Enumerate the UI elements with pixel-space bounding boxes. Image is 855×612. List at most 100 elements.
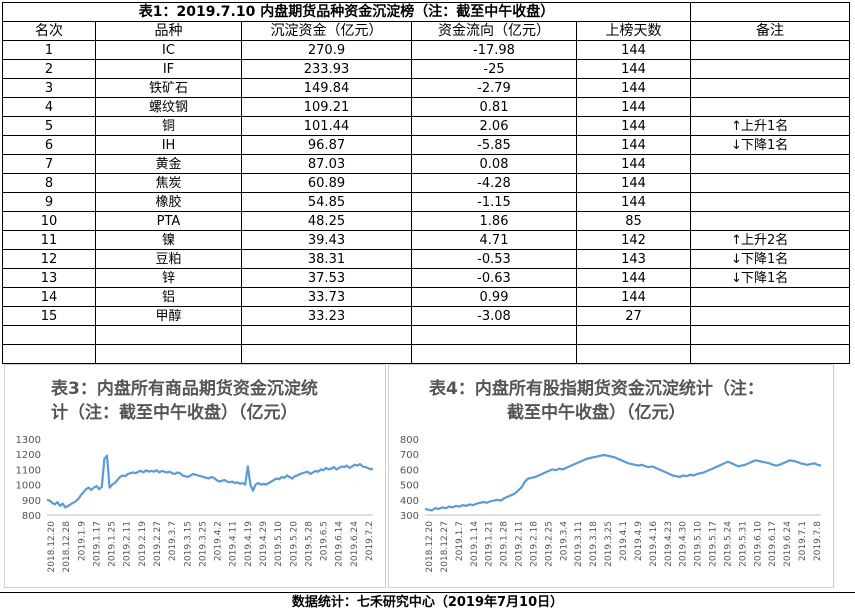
fund-cell[interactable]: 101.44 (241, 116, 412, 136)
name-cell[interactable]: PTA (95, 211, 242, 231)
rank-cell[interactable]: 6 (2, 135, 96, 155)
fund-cell[interactable]: 87.03 (241, 154, 412, 174)
blank-cell[interactable] (95, 344, 242, 364)
rank-cell[interactable]: 3 (2, 78, 96, 98)
name-cell[interactable]: 黄金 (95, 154, 242, 174)
rank-cell[interactable]: 10 (2, 211, 96, 231)
fund-cell[interactable]: 48.25 (241, 211, 412, 231)
rank-cell[interactable]: 15 (2, 306, 96, 326)
name-cell[interactable]: 橡胶 (95, 192, 242, 212)
commodity-chart-panel[interactable]: 表3：内盘所有商品期货资金沉淀统 计（注：截至中午收盘）（亿元） 800 900 1… (4, 364, 386, 588)
blank-cell[interactable] (411, 344, 577, 364)
days-cell[interactable]: 144 (576, 78, 691, 98)
flow-cell[interactable]: -1.15 (411, 192, 577, 212)
fund-cell[interactable]: 233.93 (241, 59, 412, 79)
fund-cell[interactable]: 270.9 (241, 40, 412, 60)
name-cell[interactable]: 豆粕 (95, 249, 242, 269)
name-cell[interactable]: 焦炭 (95, 173, 242, 193)
fund-cell[interactable]: 39.43 (241, 230, 412, 250)
rank-cell[interactable]: 14 (2, 287, 96, 307)
note-cell[interactable] (690, 287, 850, 307)
days-cell[interactable]: 144 (576, 287, 691, 307)
fund-cell[interactable]: 37.53 (241, 268, 412, 288)
fund-cell[interactable]: 96.87 (241, 135, 412, 155)
days-cell[interactable]: 144 (576, 59, 691, 79)
note-cell[interactable]: ↑上升2名 (690, 230, 850, 250)
blank-cell[interactable] (95, 325, 242, 345)
flow-cell[interactable]: 2.06 (411, 116, 577, 136)
fund-cell[interactable]: 149.84 (241, 78, 412, 98)
note-cell[interactable]: ↑上升1名 (690, 116, 850, 136)
flow-cell[interactable]: -5.85 (411, 135, 577, 155)
note-cell[interactable]: ↓下降1名 (690, 268, 850, 288)
flow-cell[interactable]: -17.98 (411, 40, 577, 60)
name-cell[interactable]: 螺纹钢 (95, 97, 242, 117)
index-chart-panel[interactable]: 表4：内盘所有股指期货资金沉淀统计（注： 截至中午收盘）（亿元） 300 400 5… (388, 364, 834, 588)
title-blank-cell[interactable] (690, 2, 850, 22)
days-cell[interactable]: 144 (576, 116, 691, 136)
blank-cell[interactable] (241, 344, 412, 364)
fund-cell[interactable]: 33.73 (241, 287, 412, 307)
days-cell[interactable]: 144 (576, 135, 691, 155)
fund-cell[interactable]: 33.23 (241, 306, 412, 326)
flow-cell[interactable]: -25 (411, 59, 577, 79)
name-cell[interactable]: 铜 (95, 116, 242, 136)
blank-cell[interactable] (241, 325, 412, 345)
note-cell[interactable] (690, 78, 850, 98)
note-cell[interactable] (690, 173, 850, 193)
note-cell[interactable]: ↓下降1名 (690, 135, 850, 155)
rank-cell[interactable]: 4 (2, 97, 96, 117)
rank-cell[interactable]: 12 (2, 249, 96, 269)
fund-cell[interactable]: 54.85 (241, 192, 412, 212)
blank-cell[interactable] (2, 344, 96, 364)
days-cell[interactable]: 142 (576, 230, 691, 250)
note-cell[interactable]: ↓下降1名 (690, 249, 850, 269)
flow-cell[interactable]: -3.08 (411, 306, 577, 326)
fund-cell[interactable]: 109.21 (241, 97, 412, 117)
flow-cell[interactable]: 1.86 (411, 211, 577, 231)
flow-cell[interactable]: -0.53 (411, 249, 577, 269)
flow-cell[interactable]: 4.71 (411, 230, 577, 250)
note-cell[interactable] (690, 192, 850, 212)
name-cell[interactable]: 甲醇 (95, 306, 242, 326)
days-cell[interactable]: 144 (576, 40, 691, 60)
days-cell[interactable]: 144 (576, 173, 691, 193)
rank-cell[interactable]: 1 (2, 40, 96, 60)
blank-cell[interactable] (690, 344, 850, 364)
name-cell[interactable]: IF (95, 59, 242, 79)
blank-cell[interactable] (576, 344, 691, 364)
name-cell[interactable]: 铝 (95, 287, 242, 307)
days-cell[interactable]: 27 (576, 306, 691, 326)
name-cell[interactable]: 锌 (95, 268, 242, 288)
blank-cell[interactable] (690, 325, 850, 345)
flow-cell[interactable]: -0.63 (411, 268, 577, 288)
blank-cell[interactable] (411, 325, 577, 345)
flow-cell[interactable]: 0.99 (411, 287, 577, 307)
days-cell[interactable]: 144 (576, 97, 691, 117)
rank-cell[interactable]: 8 (2, 173, 96, 193)
name-cell[interactable]: 镍 (95, 230, 242, 250)
days-cell[interactable]: 144 (576, 154, 691, 174)
note-cell[interactable] (690, 211, 850, 231)
flow-cell[interactable]: -2.79 (411, 78, 577, 98)
rank-cell[interactable]: 2 (2, 59, 96, 79)
rank-cell[interactable]: 13 (2, 268, 96, 288)
note-cell[interactable] (690, 97, 850, 117)
rank-cell[interactable]: 9 (2, 192, 96, 212)
note-cell[interactable] (690, 59, 850, 79)
days-cell[interactable]: 144 (576, 192, 691, 212)
flow-cell[interactable]: -4.28 (411, 173, 577, 193)
blank-cell[interactable] (576, 325, 691, 345)
name-cell[interactable]: IH (95, 135, 242, 155)
flow-cell[interactable]: 0.08 (411, 154, 577, 174)
flow-cell[interactable]: 0.81 (411, 97, 577, 117)
fund-cell[interactable]: 60.89 (241, 173, 412, 193)
rank-cell[interactable]: 11 (2, 230, 96, 250)
fund-cell[interactable]: 38.31 (241, 249, 412, 269)
rank-cell[interactable]: 5 (2, 116, 96, 136)
name-cell[interactable]: 铁矿石 (95, 78, 242, 98)
rank-cell[interactable]: 7 (2, 154, 96, 174)
note-cell[interactable] (690, 306, 850, 326)
name-cell[interactable]: IC (95, 40, 242, 60)
note-cell[interactable] (690, 40, 850, 60)
